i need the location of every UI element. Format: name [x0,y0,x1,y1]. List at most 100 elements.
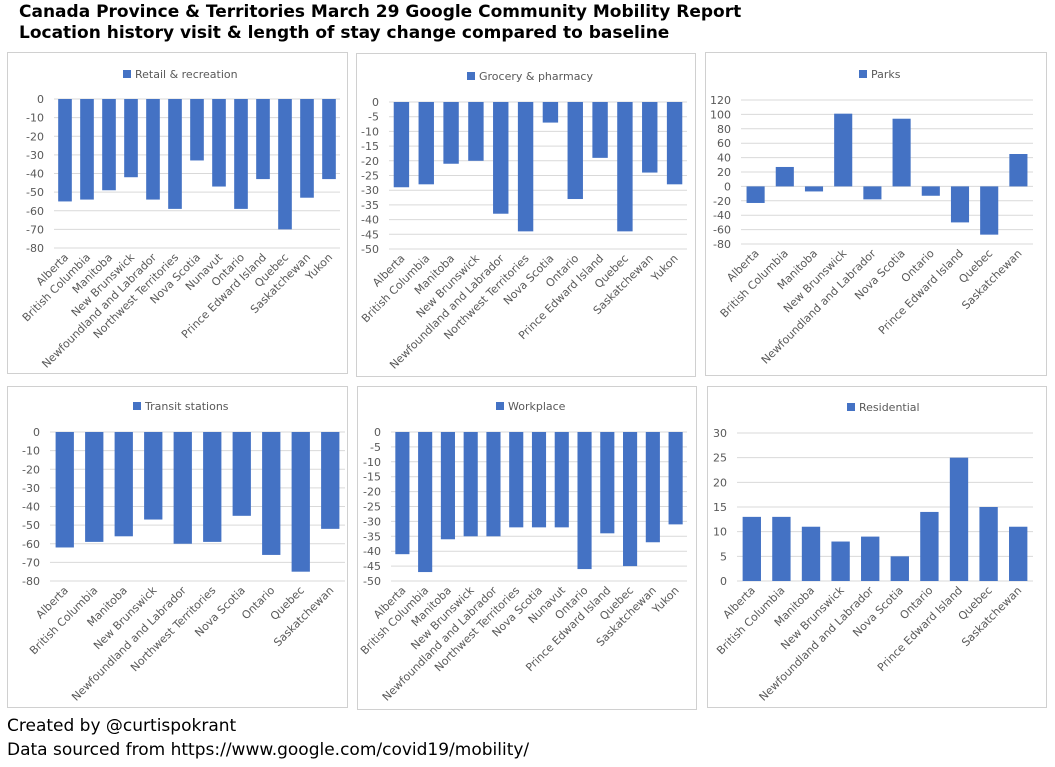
y-tick-label: 80 [717,123,731,136]
y-tick-label: -50 [363,575,381,588]
y-tick-label: -10 [363,456,381,469]
y-tick-label: -5 [370,441,381,454]
y-tick-label: -10 [26,112,44,125]
bar [321,432,340,529]
legend-label: Retail & recreation [135,68,238,81]
y-tick-label: -45 [361,228,379,241]
bar [278,99,292,230]
y-tick-label: -30 [363,515,381,528]
bar [666,102,683,185]
workplace-chart-panel: Workplace 0 -5 -10 -15 -20 -25 -30 -35 -40 -45 -50 A… [357,386,697,710]
y-tick-label: -10 [361,125,379,138]
y-tick-label: 15 [713,501,727,514]
bar [80,99,94,200]
y-tick-label: -35 [361,199,379,212]
y-tick-label: -60 [713,224,731,237]
y-tick-label: -80 [713,238,731,251]
y-tick-label: 30 [713,427,727,440]
y-tick-label: -50 [26,186,44,199]
bar [232,432,251,516]
retail-recreation-chart-panel: Retail & recreation 0 -10 -20 -30 -40 -50 -60 -7… [7,52,348,374]
bar [542,102,559,123]
report-title: Canada Province & Territories March 29 G… [19,2,742,22]
bar [1009,526,1028,581]
y-tick-label: 20 [713,476,727,489]
bar [592,102,608,158]
bar [300,99,314,198]
grocery-pharmacy-chart-panel: Grocery & pharmacy 0 -5 -10 -15 -20 -25 -30 -35 -… [356,53,696,377]
y-tick-label: 25 [713,452,727,465]
y-tick-label: -20 [361,155,379,168]
bar [440,432,455,540]
bar [256,99,270,180]
bar [114,432,133,537]
y-tick-label: -30 [22,482,40,495]
y-tick-label: -20 [26,130,44,143]
y-tick-label: -30 [26,149,44,162]
y-tick-label: -25 [361,170,379,183]
y-tick-label: -60 [22,538,40,551]
bar [58,99,72,202]
bar [950,186,970,223]
y-tick-label: 100 [710,108,731,121]
bar [102,99,116,191]
bar [168,99,182,209]
retail-recreation-chart: Retail & recreation 0 -10 -20 -30 -40 -50 -60 -7… [20,68,340,371]
bar [493,102,509,214]
y-tick-label: 60 [717,137,731,150]
bar [949,457,969,581]
bar [617,102,633,232]
bar [395,432,410,555]
bar [600,432,615,534]
y-tick-label: -70 [26,223,44,236]
residential-chart-panel: Residential 30 25 20 15 10 5 0 Alberta British Co… [707,386,1047,708]
bar [921,186,940,196]
bar [173,432,192,544]
bar [486,432,501,537]
bar [418,432,433,573]
bar [920,511,939,581]
bar [85,432,104,542]
y-tick-label: -70 [22,556,40,569]
y-tick-label: -80 [26,242,44,255]
workplace-chart: Workplace0-5-10-15-20-25-30-35-40-45-50A… [358,400,687,704]
legend-label: Parks [871,68,901,81]
bar [890,556,909,581]
bar [742,516,761,581]
y-tick-label: -45 [363,560,381,573]
bar [804,186,824,192]
bar [668,432,683,525]
bar [234,99,248,209]
bar [463,432,478,537]
legend-label: Workplace [508,400,566,413]
y-tick-label: 120 [710,94,731,107]
bar [322,99,336,180]
bar [980,186,999,235]
bar [554,432,569,528]
bar [1009,154,1028,187]
y-tick-label: -30 [361,184,379,197]
bar [55,432,74,548]
legend-swatch [133,402,141,410]
bar [577,432,592,570]
bar [567,102,583,200]
bar [642,102,658,173]
y-tick-label: -50 [361,243,379,256]
bar [531,432,547,528]
bar [861,536,880,581]
y-tick-label: 0 [37,93,44,106]
legend-swatch [467,72,475,80]
y-tick-label: 0 [372,96,379,109]
legend-swatch [496,402,504,410]
y-tick-label: -15 [361,140,379,153]
y-tick-label: -50 [22,519,40,532]
parks-chart-panel: Parks 120 100 80 60 40 20 0 -20 -40 -60 -80 Alberta B… [705,52,1047,376]
bar [979,507,998,581]
bar [468,102,484,161]
y-tick-label: 40 [717,152,731,165]
y-tick-label: -35 [363,530,381,543]
bar [746,186,765,203]
legend-swatch [847,403,855,411]
y-tick-label: -40 [363,545,381,558]
